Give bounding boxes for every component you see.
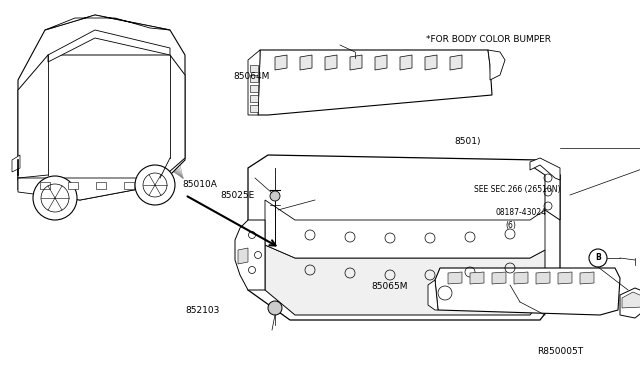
Polygon shape [250,95,258,102]
Polygon shape [18,178,160,200]
Polygon shape [45,15,170,30]
Polygon shape [250,85,258,92]
Polygon shape [265,200,545,258]
Text: *FOR BODY COLOR BUMPER: *FOR BODY COLOR BUMPER [426,35,550,44]
Text: 85065M: 85065M [371,282,408,291]
Polygon shape [400,55,412,70]
Polygon shape [492,272,506,284]
Polygon shape [18,15,185,200]
Polygon shape [530,160,560,220]
Polygon shape [514,272,528,284]
Polygon shape [470,272,484,284]
Polygon shape [18,55,185,180]
Text: 08187-43024: 08187-43024 [496,208,547,217]
Text: 85064M: 85064M [234,72,270,81]
Text: 85025E: 85025E [221,191,255,200]
Polygon shape [265,245,545,315]
Circle shape [33,176,77,220]
Polygon shape [428,280,438,310]
Text: SEE SEC.266 (26510N): SEE SEC.266 (26510N) [474,185,560,194]
Text: (6): (6) [506,221,516,230]
Text: 85010A: 85010A [182,180,217,189]
Text: 852103: 852103 [186,306,220,315]
Polygon shape [96,182,106,189]
Circle shape [270,191,280,201]
Polygon shape [425,55,437,70]
Polygon shape [250,65,258,72]
Polygon shape [622,292,640,308]
Polygon shape [48,30,170,62]
Polygon shape [248,155,560,320]
Polygon shape [124,182,134,189]
Polygon shape [448,272,462,284]
Circle shape [135,165,175,205]
Polygon shape [300,55,312,70]
Polygon shape [238,248,248,264]
Polygon shape [435,268,620,315]
Polygon shape [258,50,492,115]
Polygon shape [275,55,287,70]
Polygon shape [580,272,594,284]
Polygon shape [235,220,265,290]
Polygon shape [250,75,258,82]
Polygon shape [620,288,640,318]
Polygon shape [248,50,260,115]
Polygon shape [12,155,20,172]
Polygon shape [450,55,462,70]
Polygon shape [558,272,572,284]
Polygon shape [350,55,362,70]
Text: B: B [595,253,601,263]
Text: 8501): 8501) [454,137,481,146]
Polygon shape [250,105,258,112]
Polygon shape [68,182,78,189]
Polygon shape [325,55,337,70]
Polygon shape [375,55,387,70]
Polygon shape [488,50,505,80]
Polygon shape [40,182,50,189]
Polygon shape [536,272,550,284]
Circle shape [268,301,282,315]
Text: R850005T: R850005T [538,347,584,356]
Polygon shape [530,158,560,180]
